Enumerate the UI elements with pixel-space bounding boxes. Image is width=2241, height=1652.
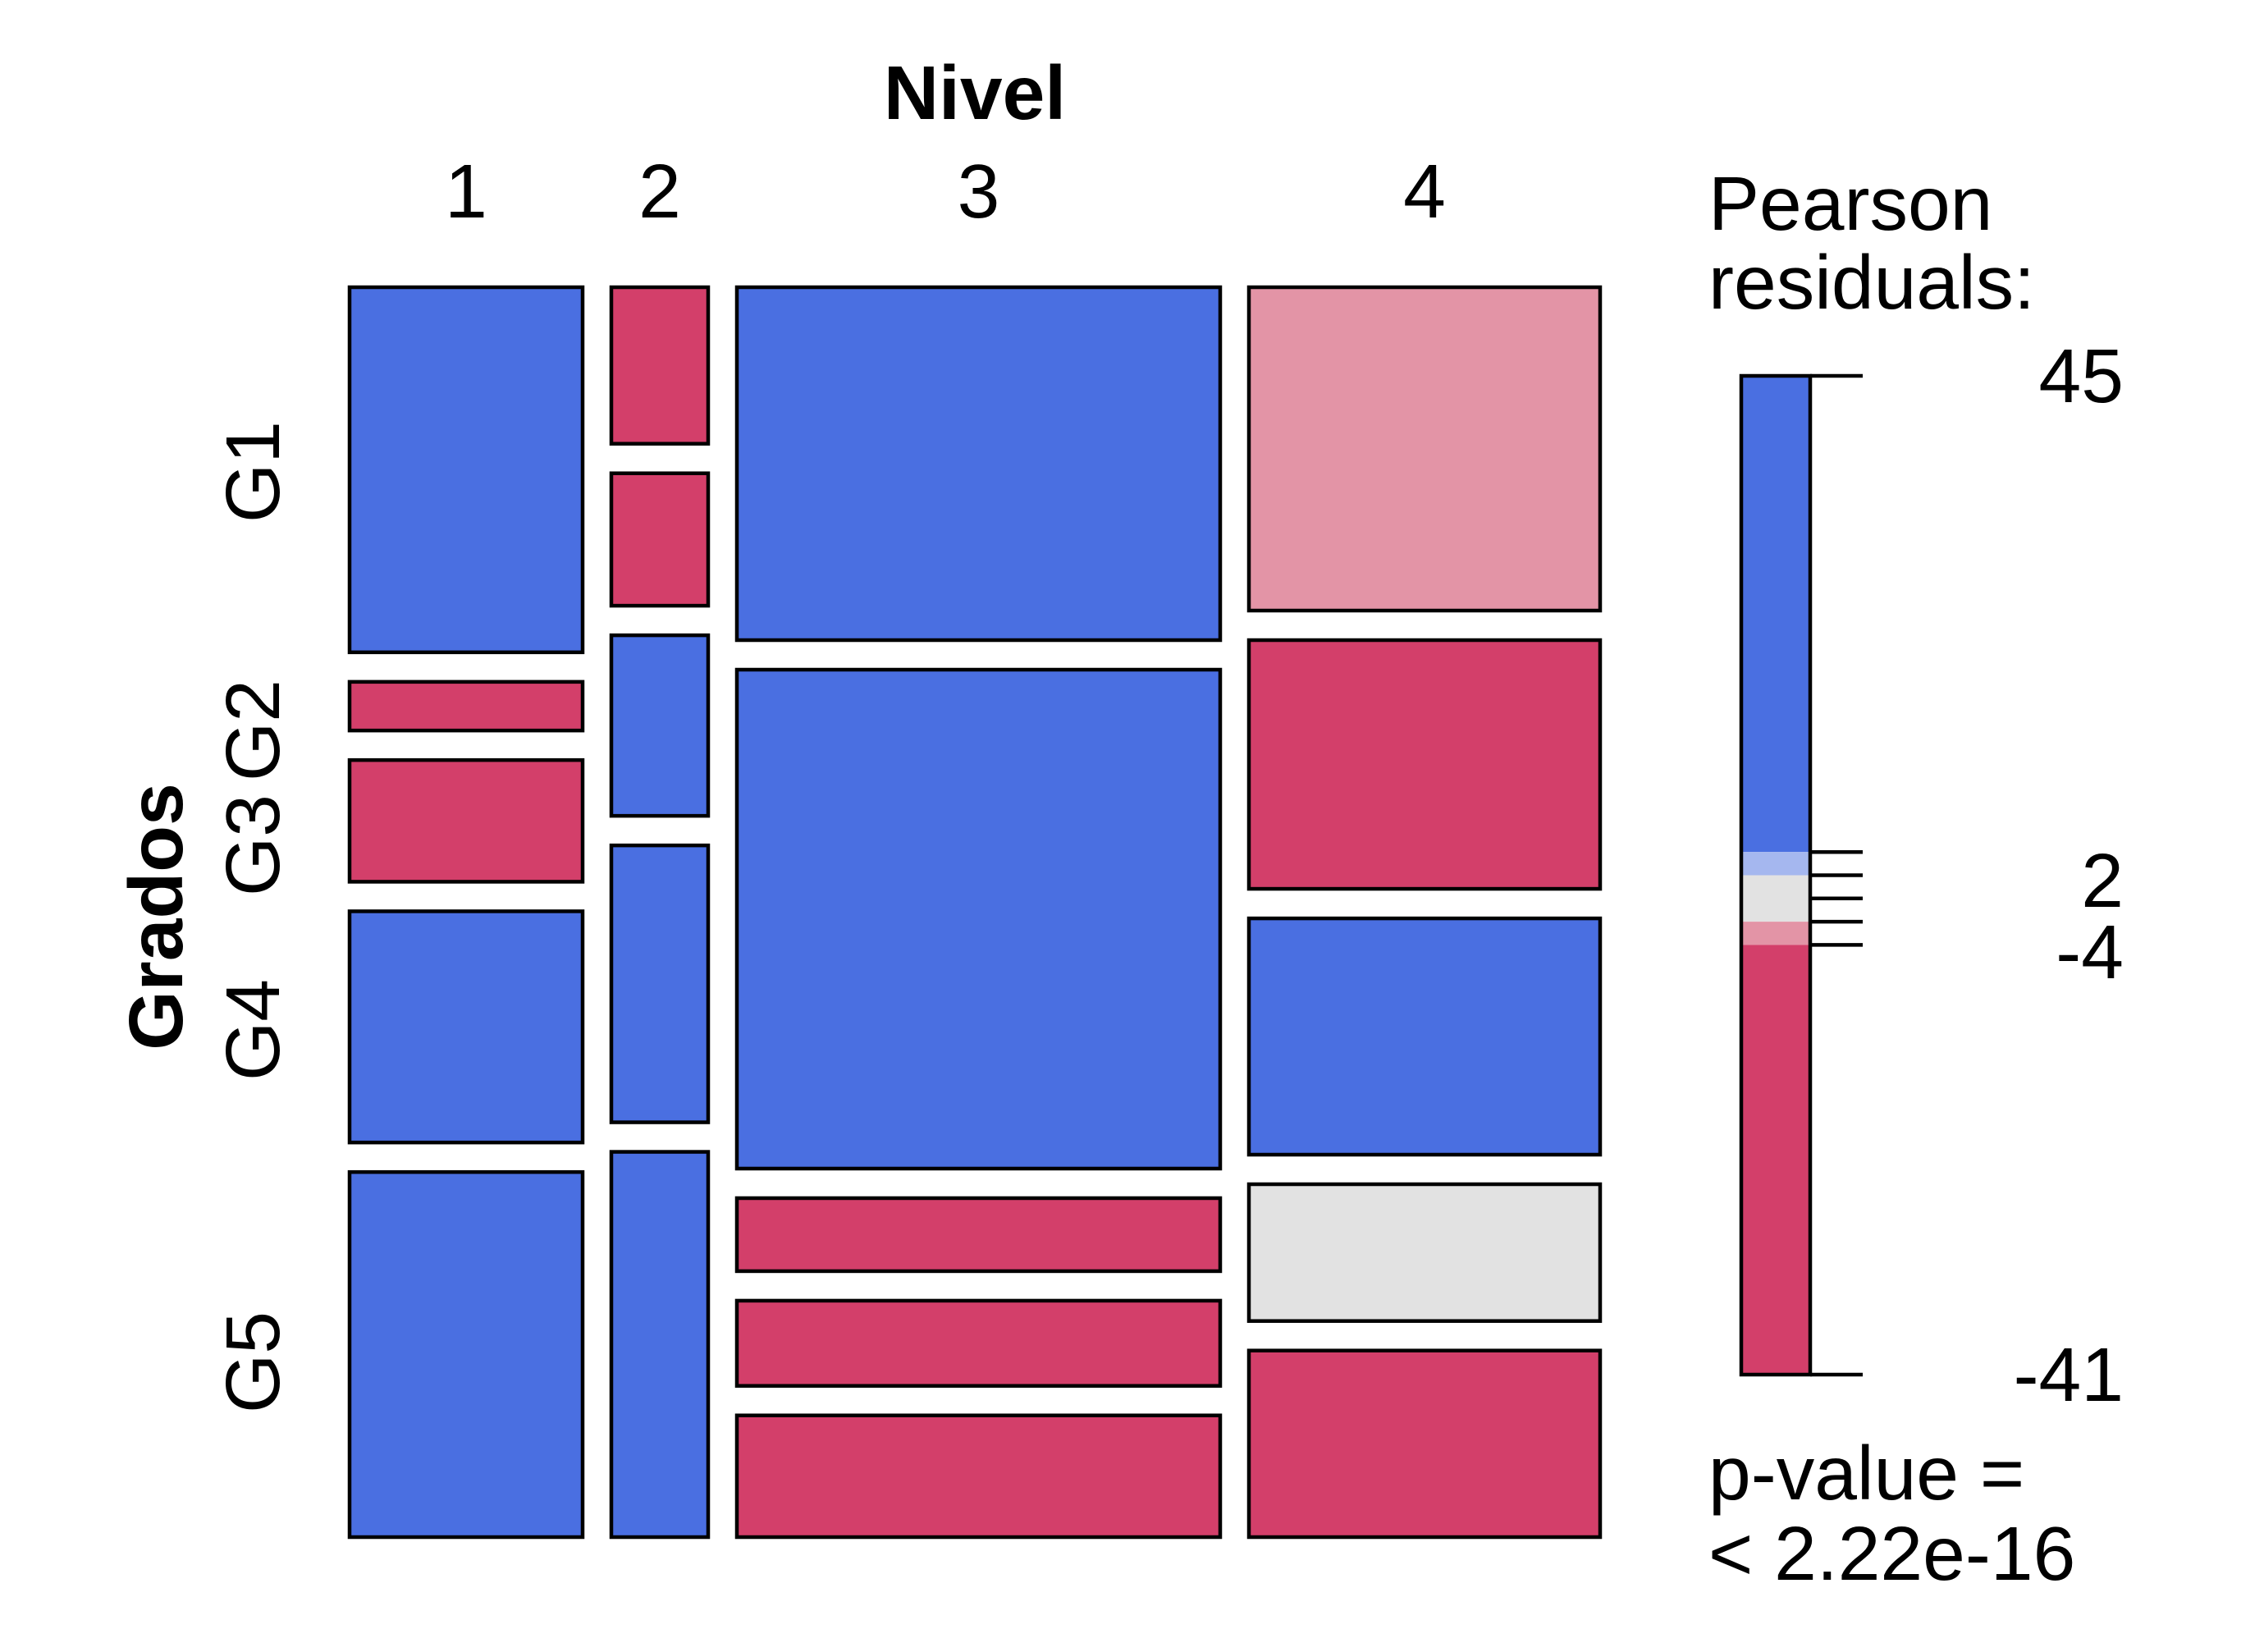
legend-title-line2: residuals: (1708, 240, 2035, 325)
tile-2-G2 (609, 471, 711, 608)
legend-band-grey (1741, 875, 1810, 922)
tile-1-G1 (347, 285, 585, 655)
tile-2-G3 (609, 633, 711, 818)
legend-band-light-red (1741, 922, 1810, 945)
legend-title-line1: Pearson (1708, 161, 1992, 246)
tile-4-G5 (1246, 1348, 1603, 1540)
x-axis-title: Nivel (884, 50, 1066, 135)
legend-color-bar (1739, 373, 1813, 1377)
y-tick-label-G5: G5 (210, 1311, 295, 1413)
legend-band-light-blue (1741, 852, 1810, 876)
tile-3-G1 (734, 285, 1223, 643)
tile-1-G5 (347, 1169, 585, 1540)
tile-3-G4 (734, 1298, 1223, 1388)
x-tick-label-2: 2 (638, 149, 681, 234)
legend-band-red (1741, 945, 1810, 1375)
x-tick-label-4: 4 (1403, 149, 1446, 234)
legend-tick-label: 2 (2081, 838, 2124, 923)
tile-2-G4 (609, 843, 711, 1124)
legend-tick-label: -4 (2056, 909, 2124, 995)
x-tick-label-3: 3 (958, 149, 1000, 234)
y-tick-label-G2: G2 (210, 680, 295, 781)
legend-tick-label: -41 (2014, 1332, 2124, 1417)
x-tick-labels: 1 2 3 4 (445, 149, 1446, 234)
tile-3-G5 (734, 1413, 1223, 1540)
y-tick-label-G3: G3 (210, 794, 295, 896)
legend-ticks: 45 2-4 -41 (1810, 333, 2124, 1417)
y-tick-label-G1: G1 (210, 421, 295, 523)
tile-1-G3 (347, 757, 585, 884)
mosaic-tiles (347, 285, 1603, 1540)
tile-4-G1 (1246, 285, 1603, 613)
x-tick-label-1: 1 (445, 149, 487, 234)
residual-legend: Pearson residuals: 45 2-4 -41 p-value = < … (1708, 161, 2124, 1596)
y-tick-label-G4: G4 (210, 979, 295, 1081)
tile-1-G4 (347, 909, 585, 1145)
tile-3-G2 (734, 667, 1223, 1171)
p-value-line1: p-value = (1708, 1430, 2024, 1516)
legend-tick-label: 45 (2039, 333, 2124, 419)
tile-2-G5 (609, 1150, 711, 1540)
tile-4-G2 (1246, 638, 1603, 891)
tile-4-G3 (1246, 916, 1603, 1157)
y-axis-title: Grados (113, 783, 199, 1050)
tile-2-G1 (609, 285, 711, 446)
tile-4-G4 (1246, 1182, 1603, 1323)
p-value-line2: < 2.22e-16 (1708, 1511, 2075, 1596)
y-tick-labels: G1 G2 G3 G4 G5 (210, 421, 295, 1413)
tile-1-G2 (347, 680, 585, 733)
legend-band-blue (1741, 376, 1810, 853)
tile-3-G3 (734, 1196, 1223, 1274)
